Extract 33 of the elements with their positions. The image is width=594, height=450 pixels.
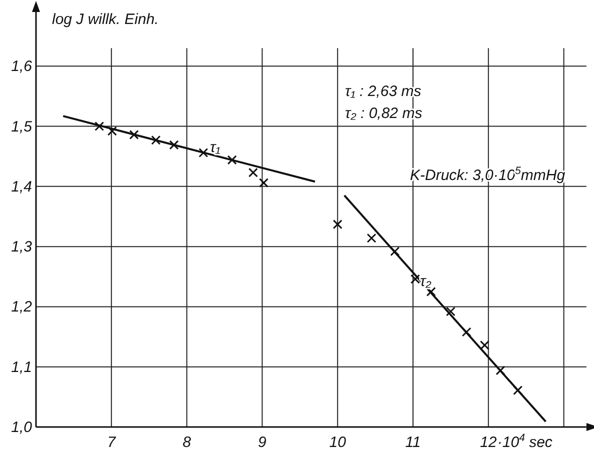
y-tick-label: 1,6 [11, 58, 33, 76]
point [94, 122, 104, 132]
x-tick-label: 12 [480, 434, 498, 450]
point [410, 274, 420, 284]
x-tick-label: 9 [258, 434, 268, 450]
y-tick-label: 1,1 [11, 358, 32, 376]
x-tick-label: 7 [107, 434, 116, 450]
point [426, 286, 436, 296]
y-tick-label: 1,0 [11, 419, 33, 436]
point [258, 178, 268, 188]
point [366, 233, 376, 243]
point [227, 155, 237, 165]
point [107, 126, 117, 136]
y-tick-label: 1,2 [11, 298, 33, 316]
annotation: τ₁ [210, 139, 221, 156]
x-tick-label: 8 [182, 434, 192, 450]
x-tick-label: 11 [405, 434, 421, 450]
y-tick-label: 1,3 [11, 238, 33, 256]
point [332, 220, 342, 230]
point [446, 306, 456, 316]
y-tick-label: 1,4 [11, 178, 32, 196]
point [248, 168, 258, 178]
point [129, 130, 139, 140]
point [169, 140, 179, 150]
y-tick-label: 1,5 [11, 118, 33, 136]
y-axis-title: log J willk. Einh. [52, 11, 159, 28]
point [390, 246, 400, 256]
point [496, 366, 506, 376]
point [480, 340, 490, 350]
x-axis-title: ·10$^{4}$ sec [497, 432, 553, 450]
point [151, 135, 161, 145]
x-tick-label: 10 [329, 434, 347, 450]
point [198, 148, 208, 158]
